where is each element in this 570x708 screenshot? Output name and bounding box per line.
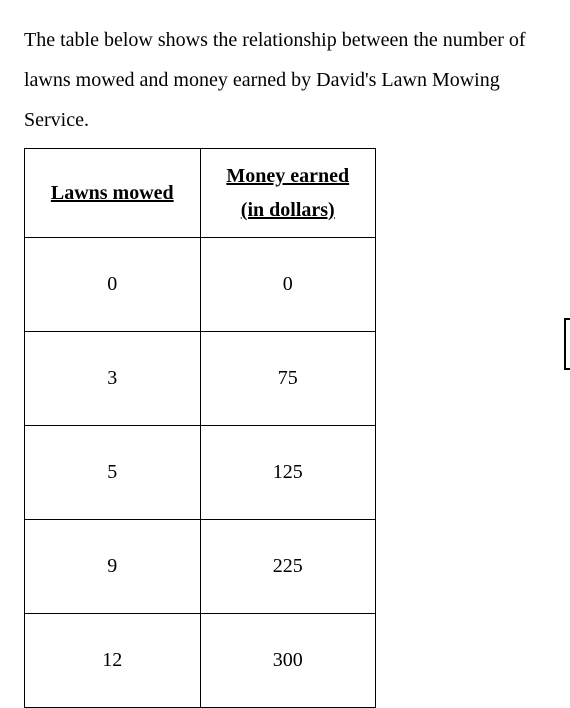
table-row: 0 0 (25, 238, 376, 332)
cell-money: 225 (200, 520, 375, 614)
cell-lawns: 9 (25, 520, 201, 614)
table-row: 5 125 (25, 426, 376, 520)
cell-money: 125 (200, 426, 375, 520)
cell-lawns: 3 (25, 332, 201, 426)
data-table: Lawns mowed Money earned (in dollars) 0 … (24, 148, 376, 708)
table-row: 12 300 (25, 614, 376, 708)
cell-money: 75 (200, 332, 375, 426)
cell-money: 0 (200, 238, 375, 332)
cell-lawns: 5 (25, 426, 201, 520)
column-header-money-line1: Money earned (226, 159, 349, 193)
column-header-lawns: Lawns mowed (25, 149, 201, 238)
table-header-row: Lawns mowed Money earned (in dollars) (25, 149, 376, 238)
intro-paragraph: The table below shows the relationship b… (24, 20, 546, 140)
cell-lawns: 12 (25, 614, 201, 708)
cell-lawns: 0 (25, 238, 201, 332)
side-bracket-mark (564, 318, 570, 370)
column-header-money-line2: (in dollars) (241, 193, 335, 227)
table-row: 3 75 (25, 332, 376, 426)
column-header-money: Money earned (in dollars) (200, 149, 375, 238)
cell-money: 300 (200, 614, 375, 708)
table-row: 9 225 (25, 520, 376, 614)
